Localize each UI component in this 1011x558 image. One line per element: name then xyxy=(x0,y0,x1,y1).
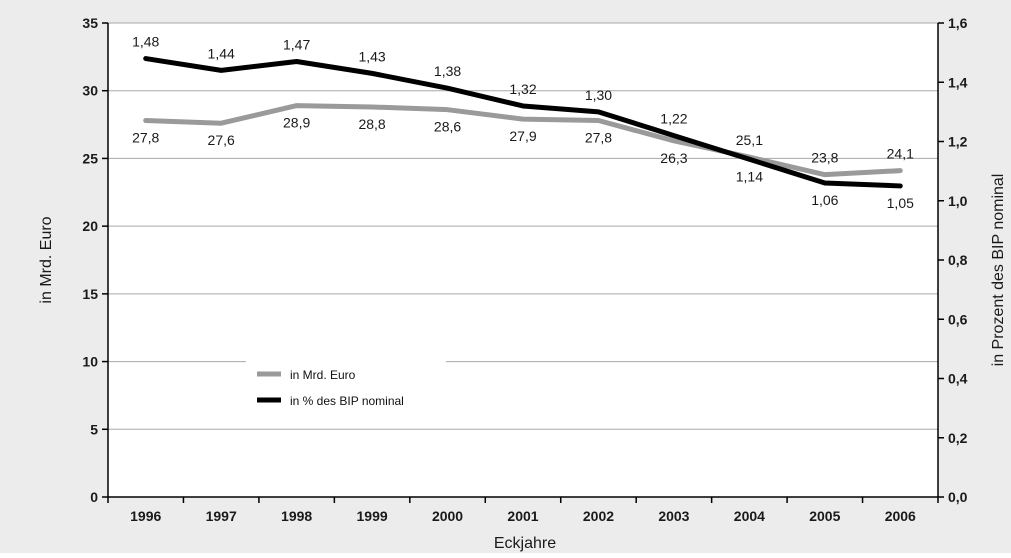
data-label-bip: 1,43 xyxy=(358,48,385,64)
data-label-mrd-euro: 27,9 xyxy=(509,128,536,144)
y-axis-right-title: in Prozent des BIP nominal xyxy=(990,174,1007,367)
legend: in Mrd. Euro in % des BIP nominal xyxy=(246,349,446,415)
data-label-bip: 1,48 xyxy=(132,34,159,50)
data-label-mrd-euro: 28,9 xyxy=(283,115,310,131)
y-left-tick-label: 25 xyxy=(82,150,98,166)
data-label-bip: 1,06 xyxy=(811,192,838,208)
plot-area-background xyxy=(108,23,938,497)
data-label-bip: 1,30 xyxy=(585,87,612,103)
y-right-tick-label: 0,2 xyxy=(948,430,968,446)
y-left-tick-label: 15 xyxy=(82,286,98,302)
y-right-tick-label: 0,4 xyxy=(948,371,968,387)
data-label-bip: 1,05 xyxy=(887,195,914,211)
x-tick-label: 1999 xyxy=(357,508,388,524)
x-tick-label: 1998 xyxy=(281,508,312,524)
data-label-mrd-euro: 28,8 xyxy=(358,116,385,132)
y-right-tick-label: 1,2 xyxy=(948,134,968,150)
data-label-bip: 1,22 xyxy=(660,111,687,127)
y-left-tick-label: 35 xyxy=(82,15,98,31)
axes: 0 5 10 15 20 25 30 35 0,0 0,2 0,4 0,6 0,8 1,0 1,2 1,4 1,… xyxy=(82,15,967,524)
y-left-tick-label: 0 xyxy=(90,489,98,505)
x-axis-title: Eckjahre xyxy=(494,535,556,552)
y-right-tick-label: 1,4 xyxy=(948,74,968,90)
y-right-tick-label: 1,0 xyxy=(948,193,968,209)
y-right-tick-label: 0,0 xyxy=(948,489,968,505)
y-left-tick-label: 5 xyxy=(90,421,98,437)
data-label-mrd-euro: 27,8 xyxy=(585,130,612,146)
y-right-tick-label: 0,8 xyxy=(948,252,968,268)
y-axis-left-title: in Mrd. Euro xyxy=(38,216,55,303)
legend-label-mrd-euro: in Mrd. Euro xyxy=(290,368,356,382)
x-tick-label: 2006 xyxy=(885,508,916,524)
series-lines xyxy=(143,56,903,189)
x-tick-label: 2004 xyxy=(734,508,765,524)
y-left-tick-label: 30 xyxy=(82,83,98,99)
legend-box xyxy=(246,349,446,415)
x-tick-label: 2002 xyxy=(583,508,614,524)
data-label-mrd-euro: 24,1 xyxy=(887,146,914,162)
data-label-bip: 1,44 xyxy=(208,45,235,61)
data-label-bip: 1,32 xyxy=(509,81,536,97)
data-label-mrd-euro: 27,8 xyxy=(132,130,159,146)
data-labels: 27,8 27,6 28,9 28,8 28,6 27,9 27,8 26,3 25,1 23,8… xyxy=(132,34,914,211)
x-tick-label: 2003 xyxy=(658,508,689,524)
x-tick-label: 1996 xyxy=(130,508,161,524)
y-left-tick-label: 10 xyxy=(82,354,98,370)
series-line-mrd-euro xyxy=(143,103,903,178)
x-tick-label: 1997 xyxy=(206,508,237,524)
data-label-mrd-euro: 25,1 xyxy=(736,132,763,148)
data-label-mrd-euro: 23,8 xyxy=(811,150,838,166)
legend-label-bip: in % des BIP nominal xyxy=(290,394,404,408)
data-label-bip: 1,38 xyxy=(434,63,461,79)
x-tick-label: 2000 xyxy=(432,508,463,524)
data-label-mrd-euro: 28,6 xyxy=(434,119,461,135)
grid-lines xyxy=(108,22,938,430)
data-label-mrd-euro: 26,3 xyxy=(660,150,687,166)
data-label-bip: 1,14 xyxy=(736,168,763,184)
data-label-bip: 1,47 xyxy=(283,37,310,53)
y-right-tick-label: 0,6 xyxy=(948,311,968,327)
x-tick-label: 2001 xyxy=(507,508,538,524)
data-label-mrd-euro: 27,6 xyxy=(208,132,235,148)
y-right-tick-label: 1,6 xyxy=(948,15,968,31)
y-left-tick-label: 20 xyxy=(82,218,98,234)
series-line-bip xyxy=(143,56,903,189)
x-tick-label: 2005 xyxy=(809,508,840,524)
